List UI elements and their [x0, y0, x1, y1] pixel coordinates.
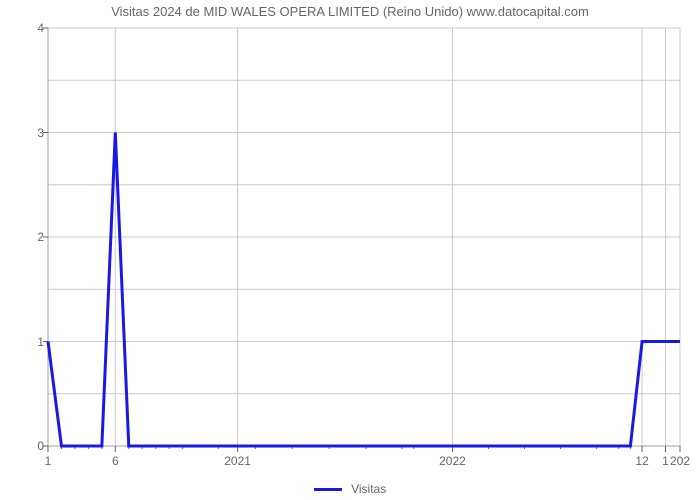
y-tick-label: 3	[4, 126, 44, 140]
chart-title: Visitas 2024 de MID WALES OPERA LIMITED …	[0, 4, 700, 19]
x-tick-label: 1	[45, 454, 52, 468]
plot-area	[48, 28, 680, 446]
x-tick-label: 6	[112, 454, 119, 468]
y-tick-label: 1	[4, 335, 44, 349]
x-tick-label: 12	[635, 454, 648, 468]
legend-swatch	[314, 488, 342, 491]
x-tick-label: 2022	[439, 454, 466, 468]
y-tick-label: 4	[4, 21, 44, 35]
x-tick-label: 2021	[224, 454, 251, 468]
y-tick-label: 0	[4, 439, 44, 453]
chart-svg	[48, 28, 680, 446]
x-tick-label: 1	[662, 454, 669, 468]
legend-label: Visitas	[351, 482, 386, 496]
chart-container: Visitas 2024 de MID WALES OPERA LIMITED …	[0, 0, 700, 500]
legend: Visitas	[0, 481, 700, 496]
x-tick-label: 202	[670, 454, 690, 468]
y-tick-label: 2	[4, 230, 44, 244]
